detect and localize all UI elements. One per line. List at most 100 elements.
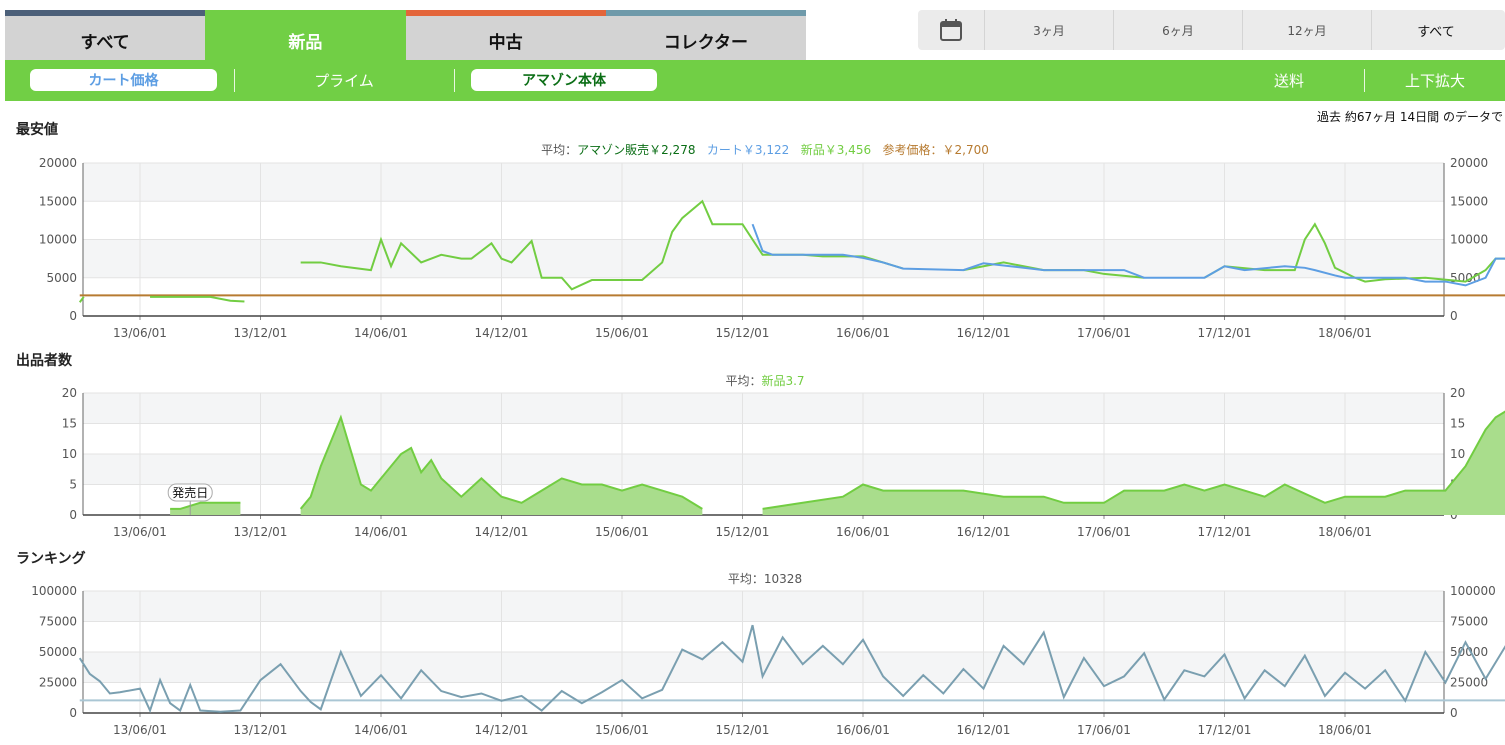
avg-cart: カート￥3,122 [706, 143, 790, 157]
chart-panel-1: 005510101515202013/06/0113/12/0114/06/01… [62, 386, 1466, 539]
y-tick-label-left: 0 [69, 309, 77, 323]
y-tick-label-left: 50000 [39, 645, 77, 659]
tab-all[interactable]: すべて [5, 10, 206, 60]
x-tick-label: 17/12/01 [1198, 723, 1252, 737]
avg-new: 新品￥3,456 [800, 143, 872, 157]
x-tick-label: 14/06/01 [354, 525, 408, 539]
x-tick-label: 17/12/01 [1198, 525, 1252, 539]
x-tick-label: 17/12/01 [1198, 326, 1252, 340]
y-tick-label-right: 0 [1450, 309, 1458, 323]
x-tick-label: 15/06/01 [595, 326, 649, 340]
x-tick-label: 14/06/01 [354, 326, 408, 340]
price-chart-title: 最安値 [16, 122, 58, 138]
y-tick-label-left: 15 [62, 417, 77, 431]
new-sellers-area [300, 417, 703, 515]
y-tick-label-right: 10000 [1450, 233, 1488, 247]
new-price-line [78, 199, 1505, 303]
x-tick-label: 13/06/01 [113, 326, 167, 340]
x-tick-label: 13/12/01 [234, 326, 288, 340]
tab-label: すべて [80, 32, 130, 53]
y-tick-label-left: 20000 [39, 156, 77, 170]
tab-label: コレクター [663, 32, 749, 53]
x-tick-label: 16/06/01 [836, 723, 890, 737]
tab-used[interactable]: 中古 [405, 10, 606, 60]
new-sellers-line [762, 410, 1505, 510]
grid-band [83, 591, 1444, 622]
release-date-marker: 発売日 [167, 483, 213, 515]
shipping-toggle[interactable]: 送料 [1273, 72, 1304, 90]
x-tick-label: 15/12/01 [716, 326, 770, 340]
x-tick-label: 18/06/01 [1318, 525, 1372, 539]
x-tick-label: 18/06/01 [1318, 723, 1372, 737]
x-tick-label: 13/12/01 [234, 723, 288, 737]
x-tick-label: 14/12/01 [475, 326, 529, 340]
avg-prefix: 平均： [541, 143, 578, 157]
y-tick-label-left: 25000 [39, 676, 77, 690]
divider [1364, 69, 1365, 92]
tab-stripe [5, 10, 206, 16]
avg-new-sellers: 新品3.7 [761, 374, 805, 388]
y-tick-label-left: 0 [69, 508, 77, 522]
range-3-months[interactable]: 3ヶ月 [984, 10, 1113, 50]
condition-tabs: すべて 新品 中古 コレクター [5, 10, 806, 60]
grid-band [83, 393, 1444, 424]
range-all[interactable]: すべて [1371, 10, 1500, 50]
chart-toolbar: カート価格 プライム アマゾン本体 送料 上下拡大 [5, 60, 1505, 101]
x-tick-label: 16/06/01 [836, 326, 890, 340]
range-12-months[interactable]: 12ヶ月 [1242, 10, 1371, 50]
tab-label: 新品 [288, 32, 323, 53]
x-tick-label: 17/06/01 [1077, 723, 1131, 737]
x-tick-label: 14/12/01 [475, 723, 529, 737]
tab-stripe [205, 10, 406, 16]
tab-label: 中古 [488, 32, 523, 53]
cart-price-toggle[interactable]: カート価格 [30, 69, 217, 91]
y-tick-label-left: 15000 [39, 194, 77, 208]
sellers-chart-title: 出品者数 [16, 353, 72, 369]
avg-prefix: 平均： [725, 374, 762, 388]
release-date-label: 発売日 [172, 485, 208, 500]
x-tick-label: 15/12/01 [716, 723, 770, 737]
range-6-months[interactable]: 6ヶ月 [1113, 10, 1242, 50]
amazon-toggle[interactable]: アマゾン本体 [471, 69, 657, 91]
tab-stripe [405, 10, 606, 16]
y-tick-label-left: 20 [62, 386, 77, 400]
x-tick-label: 15/06/01 [595, 525, 649, 539]
divider [454, 69, 455, 92]
tab-new[interactable]: 新品 [205, 10, 406, 60]
y-tick-label-right: 100000 [1450, 584, 1496, 598]
calendar-icon[interactable] [918, 10, 984, 50]
avg-ranking: 10328 [763, 572, 803, 586]
prime-toggle[interactable]: プライム [314, 72, 374, 90]
x-tick-label: 13/06/01 [113, 723, 167, 737]
vertical-zoom-toggle[interactable]: 上下拡大 [1404, 72, 1465, 90]
data-period-note: 過去 約67ヶ月 14日間 のデータで [1317, 110, 1503, 124]
y-tick-label-right: 20000 [1450, 156, 1488, 170]
y-tick-label-right: 15000 [1450, 194, 1488, 208]
sellers-chart-average: 平均：新品3.7 [0, 372, 1505, 389]
x-tick-label: 16/06/01 [836, 525, 890, 539]
tab-stripe [605, 10, 806, 16]
y-tick-label-right: 10 [1450, 447, 1465, 461]
new-sellers-line [170, 501, 241, 510]
y-tick-label-left: 0 [69, 706, 77, 720]
y-tick-label-left: 5000 [46, 271, 77, 285]
y-tick-label-right: 25000 [1450, 676, 1488, 690]
ranking-line [78, 624, 1505, 714]
x-tick-label: 14/06/01 [354, 723, 408, 737]
tab-collector[interactable]: コレクター [605, 10, 806, 60]
y-tick-label-right: 0 [1450, 706, 1458, 720]
y-tick-label-left: 100000 [31, 584, 77, 598]
ranking-chart-title: ランキング [16, 551, 86, 567]
cart-price-line [751, 223, 1505, 287]
price-chart-averages: 平均：アマゾン販売￥2,278 カート￥3,122 新品￥3,456 参考価格：… [0, 141, 1505, 158]
x-tick-label: 15/06/01 [595, 723, 649, 737]
divider [234, 69, 235, 92]
grid-band [83, 163, 1444, 202]
x-tick-label: 18/06/01 [1318, 326, 1372, 340]
x-tick-label: 16/12/01 [957, 326, 1011, 340]
new-sellers-line [299, 414, 703, 510]
x-tick-label: 16/12/01 [957, 723, 1011, 737]
